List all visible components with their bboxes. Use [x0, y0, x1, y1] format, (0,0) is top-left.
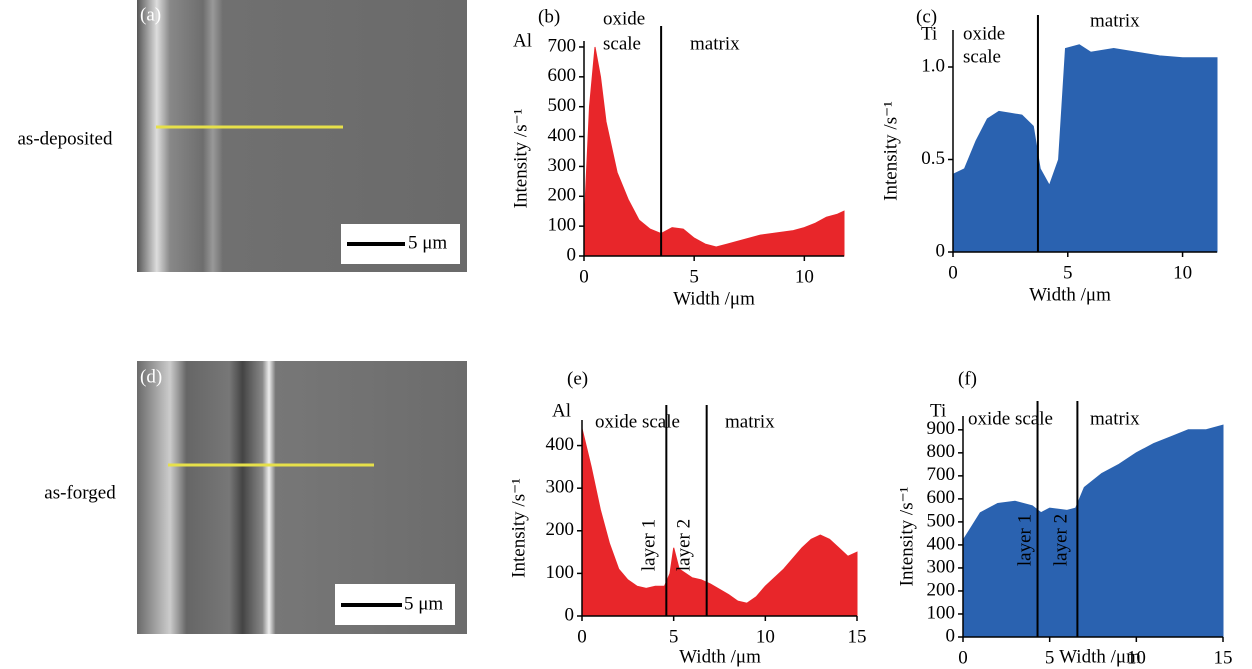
annotation: matrix: [1090, 10, 1140, 31]
y-tick-label: 500: [927, 510, 956, 531]
x-axis-label: Width /μm: [679, 646, 761, 667]
y-tick-label: 400: [546, 434, 575, 455]
y-tick-label: 300: [548, 155, 577, 176]
y-tick-label: 600: [548, 65, 577, 86]
y-tick-label: 100: [546, 562, 575, 583]
panel-label: (a): [140, 4, 161, 25]
x-axis-label: Width /μm: [1059, 646, 1141, 667]
x-tick-label: 0: [577, 626, 587, 647]
annotation: matrix: [690, 33, 740, 54]
y-axis-label: Intensity /s⁻¹: [510, 108, 531, 208]
y-tick-label: 300: [927, 556, 956, 577]
intensity-area: [583, 46, 845, 257]
y-tick-label: 500: [548, 95, 577, 116]
y-axis-label: Intensity /s⁻¹: [896, 486, 917, 586]
x-tick-label: 15: [1214, 647, 1233, 668]
annotation: scale: [603, 33, 641, 54]
row-label: as-deposited: [18, 128, 113, 149]
y-tick-label: 0.5: [921, 148, 945, 169]
x-tick-label: 5: [1063, 262, 1073, 283]
y-tick-label: 600: [927, 487, 956, 508]
annotation: oxide: [603, 8, 645, 29]
x-axis-label: Width /μm: [1029, 284, 1111, 305]
x-tick-label: 15: [848, 626, 867, 647]
annotation: scale: [963, 46, 1001, 67]
panel-label: (e): [567, 368, 588, 389]
annotation: layer 2: [1050, 514, 1071, 566]
y-tick-label: 400: [927, 533, 956, 554]
scale-label: 5 μm: [404, 593, 443, 614]
x-tick-label: 5: [1045, 647, 1055, 668]
y-tick-label: 100: [548, 214, 577, 235]
y-tick-label: 800: [927, 441, 956, 462]
sem-image-a: 5 μm (a) as-deposited: [18, 0, 467, 272]
y-tick-label: 0: [946, 625, 956, 646]
panel-label: (c): [916, 6, 937, 27]
x-tick-label: 0: [579, 266, 589, 287]
y-tick-label: 0: [567, 244, 577, 265]
y-tick-label: 1.0: [921, 55, 945, 76]
element-label: Al: [513, 30, 532, 51]
x-tick-label: 0: [958, 647, 968, 668]
scale-label: 5 μm: [408, 232, 447, 253]
x-tick-label: 0: [948, 262, 958, 283]
row-label: as-forged: [44, 482, 116, 503]
x-axis-label: Width /μm: [673, 288, 755, 309]
x-tick-label: 10: [1173, 262, 1192, 283]
y-axis-label: Intensity /s⁻¹: [880, 101, 901, 201]
annotation: oxide: [963, 23, 1005, 44]
y-tick-label: 200: [548, 185, 577, 206]
annotation: layer 2: [673, 519, 694, 571]
y-tick-label: 900: [927, 418, 956, 439]
y-tick-label: 0: [565, 604, 575, 625]
x-tick-label: 10: [756, 626, 775, 647]
element-label: Ti: [930, 400, 946, 421]
annotation: matrix: [725, 411, 775, 432]
annotation: layer 1: [1014, 514, 1035, 566]
intensity-area: [581, 428, 858, 617]
y-tick-label: 100: [927, 602, 956, 623]
x-tick-label: 10: [1127, 647, 1146, 668]
sem-image-d: 5 μm (d) as-forged: [44, 361, 467, 634]
intensity-area: [962, 424, 1224, 638]
element-label: Ti: [921, 23, 937, 44]
panel-label: (f): [958, 368, 977, 389]
y-tick-label: 300: [546, 477, 575, 498]
annotation: oxide scale: [595, 411, 680, 432]
y-tick-label: 200: [546, 519, 575, 540]
y-tick-label: 0: [936, 240, 946, 261]
y-tick-label: 200: [927, 579, 956, 600]
y-axis-label: Intensity /s⁻¹: [508, 478, 529, 578]
annotation: matrix: [1090, 408, 1140, 429]
x-tick-label: 10: [795, 266, 814, 287]
y-tick-label: 400: [548, 125, 577, 146]
annotation: oxide scale: [968, 408, 1053, 429]
annotation: layer 1: [638, 519, 659, 571]
y-tick-label: 700: [927, 464, 956, 485]
y-tick-label: 700: [548, 35, 577, 56]
x-tick-label: 5: [669, 626, 679, 647]
x-tick-label: 5: [689, 266, 699, 287]
element-label: Al: [552, 400, 571, 421]
intensity-area: [952, 44, 1218, 253]
panel-label: (b): [538, 6, 560, 27]
panel-label: (d): [140, 366, 162, 387]
